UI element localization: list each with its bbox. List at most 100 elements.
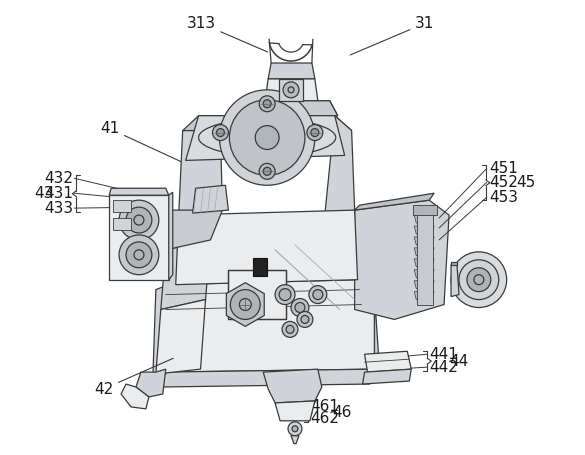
Text: 433: 433 xyxy=(44,201,73,216)
Circle shape xyxy=(263,100,271,108)
Polygon shape xyxy=(360,280,380,384)
Polygon shape xyxy=(178,131,222,215)
Bar xyxy=(113,218,131,230)
Circle shape xyxy=(295,303,305,313)
Polygon shape xyxy=(355,193,434,210)
Text: 451: 451 xyxy=(489,161,518,176)
Polygon shape xyxy=(414,226,434,234)
Circle shape xyxy=(263,167,271,175)
Text: 41: 41 xyxy=(100,121,193,167)
Circle shape xyxy=(219,90,315,185)
Bar xyxy=(113,200,131,212)
Polygon shape xyxy=(451,262,457,265)
Polygon shape xyxy=(109,195,168,280)
Text: 453: 453 xyxy=(489,190,518,205)
Polygon shape xyxy=(414,270,434,278)
Polygon shape xyxy=(183,116,352,131)
Circle shape xyxy=(286,325,294,334)
Text: 43: 43 xyxy=(34,186,53,201)
Circle shape xyxy=(467,268,491,292)
Circle shape xyxy=(292,426,298,432)
Polygon shape xyxy=(192,185,228,213)
Circle shape xyxy=(451,252,507,308)
Circle shape xyxy=(239,298,251,310)
Circle shape xyxy=(259,163,275,179)
Circle shape xyxy=(313,290,323,299)
Polygon shape xyxy=(176,210,357,285)
Text: 44: 44 xyxy=(449,354,468,369)
Circle shape xyxy=(282,321,298,337)
Polygon shape xyxy=(364,351,411,372)
Circle shape xyxy=(283,82,299,98)
Polygon shape xyxy=(121,384,149,409)
Text: 442: 442 xyxy=(429,359,458,374)
Bar xyxy=(279,79,303,101)
Text: 452: 452 xyxy=(489,175,518,190)
Polygon shape xyxy=(268,63,315,79)
Polygon shape xyxy=(166,210,222,250)
Circle shape xyxy=(134,215,144,225)
Bar xyxy=(253,258,267,276)
Circle shape xyxy=(126,242,152,268)
Text: 46: 46 xyxy=(332,405,351,420)
Polygon shape xyxy=(414,237,434,245)
Polygon shape xyxy=(156,299,205,374)
Circle shape xyxy=(301,315,309,324)
Text: 462: 462 xyxy=(310,411,339,426)
Circle shape xyxy=(307,125,323,141)
Circle shape xyxy=(459,260,499,299)
Circle shape xyxy=(291,298,309,317)
Circle shape xyxy=(275,285,295,304)
Polygon shape xyxy=(226,283,264,326)
Polygon shape xyxy=(161,240,211,309)
Polygon shape xyxy=(168,192,173,280)
Polygon shape xyxy=(325,116,355,215)
Circle shape xyxy=(259,96,275,112)
Text: 42: 42 xyxy=(94,359,173,396)
Polygon shape xyxy=(451,265,459,297)
Polygon shape xyxy=(265,79,318,101)
Polygon shape xyxy=(363,369,411,384)
Polygon shape xyxy=(163,280,374,372)
Circle shape xyxy=(288,422,302,436)
Polygon shape xyxy=(275,401,315,421)
Polygon shape xyxy=(414,248,434,256)
Circle shape xyxy=(216,129,225,136)
Text: 441: 441 xyxy=(429,347,458,362)
Circle shape xyxy=(126,207,152,233)
Bar xyxy=(228,270,286,319)
Polygon shape xyxy=(185,116,345,161)
Circle shape xyxy=(255,126,279,150)
Text: 432: 432 xyxy=(44,171,73,186)
Text: 431: 431 xyxy=(44,186,73,201)
Circle shape xyxy=(279,288,291,301)
Text: 31: 31 xyxy=(350,16,435,55)
Polygon shape xyxy=(136,369,166,397)
Polygon shape xyxy=(109,188,168,195)
Circle shape xyxy=(230,290,260,319)
Polygon shape xyxy=(291,436,299,444)
Circle shape xyxy=(311,129,319,136)
Polygon shape xyxy=(245,101,338,116)
Circle shape xyxy=(212,125,228,141)
Polygon shape xyxy=(414,215,434,223)
Text: 313: 313 xyxy=(187,16,267,52)
Polygon shape xyxy=(414,259,434,267)
Bar xyxy=(413,205,437,215)
Polygon shape xyxy=(414,292,434,299)
Polygon shape xyxy=(161,369,374,387)
Bar xyxy=(228,270,286,319)
Polygon shape xyxy=(245,101,338,116)
Circle shape xyxy=(288,87,294,93)
Circle shape xyxy=(297,312,313,328)
Polygon shape xyxy=(355,200,449,319)
Circle shape xyxy=(134,250,144,260)
Text: 45: 45 xyxy=(517,175,536,190)
Circle shape xyxy=(474,275,484,285)
Polygon shape xyxy=(263,369,322,403)
Bar xyxy=(417,210,433,304)
Circle shape xyxy=(309,286,327,303)
Circle shape xyxy=(119,200,159,240)
Polygon shape xyxy=(153,285,168,377)
Text: 461: 461 xyxy=(310,399,339,415)
